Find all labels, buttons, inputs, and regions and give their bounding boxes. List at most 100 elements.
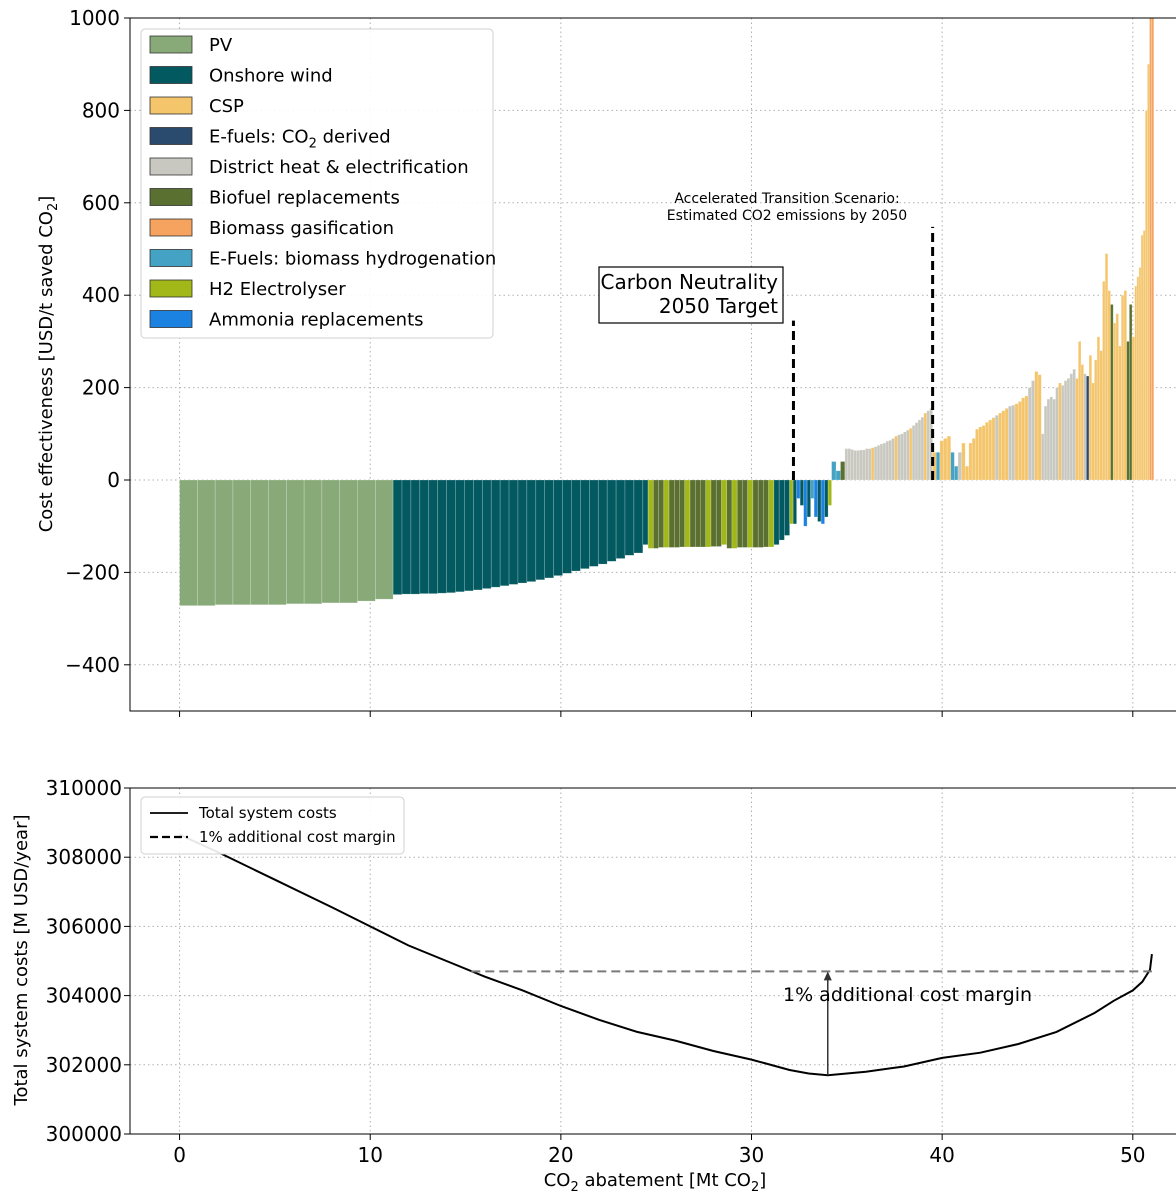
cost-bar — [303, 479, 323, 605]
cost-bar — [911, 425, 916, 481]
cost-bar — [1001, 410, 1006, 481]
cost-bar — [868, 448, 872, 481]
cost-bar — [490, 479, 501, 588]
cost-bar — [1091, 382, 1095, 481]
cost-bar — [1107, 290, 1111, 481]
bottom-x-ticks: 0 10 20 30 40 50 — [173, 1134, 1146, 1167]
margin-annotation-label: 1% additional cost margin — [783, 984, 1032, 1006]
bottom-y-tick-label: 310000 — [46, 776, 122, 800]
legend-label: CSP — [209, 96, 244, 117]
cost-bar — [1131, 336, 1136, 481]
cost-bar — [903, 431, 907, 481]
cost-bar — [571, 479, 581, 572]
cost-bar — [789, 479, 794, 525]
cost-bar — [975, 428, 980, 481]
cost-bar — [1147, 63, 1150, 481]
cost-bar — [615, 479, 626, 559]
cost-bar — [689, 479, 696, 548]
cost-bar — [803, 479, 808, 527]
cost-bar — [679, 479, 686, 548]
cost-bar — [1040, 433, 1045, 481]
cost-bar — [658, 479, 665, 548]
cost-bar — [897, 434, 901, 481]
accelerated-transition-label-1: Accelerated Transition Scenario: — [674, 191, 899, 207]
bottom-x-tick-label: 20 — [548, 1143, 573, 1167]
legend-label: PV — [209, 35, 233, 56]
cost-bar — [1049, 396, 1054, 481]
carbon-neutrality-label-1: Carbon Neutrality — [601, 270, 779, 294]
cost-bar — [455, 479, 465, 593]
cost-bar — [1061, 384, 1065, 481]
cost-bar — [757, 479, 764, 548]
legend-swatch — [149, 279, 193, 298]
legend-swatch — [149, 35, 193, 54]
cost-bar — [810, 479, 815, 499]
cost-bar — [544, 479, 554, 579]
cost-bar — [1014, 403, 1019, 481]
cost-bar — [752, 479, 759, 548]
cost-bar — [374, 479, 394, 600]
cost-bar — [736, 479, 743, 548]
cost-bar — [392, 479, 403, 595]
cost-bar — [731, 479, 738, 549]
cost-bar — [1004, 408, 1009, 481]
bottom-legend-frame — [140, 796, 405, 855]
cost-bar — [835, 470, 841, 481]
cost-bar — [894, 435, 898, 481]
cost-bar — [419, 479, 430, 594]
cost-bar — [410, 479, 421, 595]
cost-bar — [981, 425, 986, 481]
cost-bar — [464, 479, 474, 592]
cost-bar — [589, 479, 599, 567]
cost-bar — [580, 479, 590, 570]
cost-bar — [817, 479, 822, 522]
cost-bar — [824, 479, 829, 518]
cost-bar — [900, 433, 904, 481]
cost-bar — [994, 415, 999, 481]
cost-bar — [1134, 285, 1138, 481]
cost-bar — [1126, 341, 1130, 481]
legend-label: District heat & electrification — [209, 157, 469, 178]
cost-bar — [873, 446, 878, 481]
cost-bar — [820, 479, 825, 525]
top-y-tick-label: 400 — [82, 283, 120, 307]
top-legend: PV Onshore wind CSP E-fuels: CO2 derived Dis… — [140, 28, 496, 339]
cost-bar — [840, 461, 846, 481]
bottom-y-tick-label: 300000 — [46, 1122, 122, 1146]
cost-bar — [856, 450, 860, 481]
cost-bar — [747, 479, 754, 548]
top-axes-frame — [129, 17, 1176, 712]
bottom-x-tick-label: 50 — [1120, 1143, 1145, 1167]
cost-bar — [624, 479, 635, 556]
cost-bar — [1151, 17, 1155, 481]
legend-swatch — [149, 157, 193, 176]
cost-bar — [1017, 401, 1022, 481]
top-y-ticks: 1000 800 600 400 200 0 −200 −400 — [65, 6, 130, 677]
cost-bar — [1115, 313, 1119, 481]
cost-bar — [1024, 395, 1029, 481]
cost-bar — [978, 426, 983, 481]
cost-bar — [763, 479, 769, 548]
cost-bar — [1083, 373, 1087, 481]
cost-bar — [862, 449, 866, 481]
accelerated-transition-annotation: Accelerated Transition Scenario: Estimat… — [667, 191, 935, 480]
cost-bar — [926, 410, 931, 481]
cost-bar — [446, 479, 456, 594]
cost-bar — [535, 479, 546, 581]
bottom-y-tick-label: 306000 — [46, 914, 122, 938]
cost-bar — [844, 448, 849, 481]
cost-bar — [773, 479, 780, 545]
cost-bar — [517, 479, 528, 584]
cost-bar — [917, 419, 922, 481]
cost-bar — [647, 479, 654, 549]
cost-bar — [768, 479, 775, 548]
cost-bar — [401, 479, 412, 595]
legend-label: H2 Electrolyser — [209, 279, 346, 300]
cost-bar — [653, 479, 659, 549]
cost-bar — [1136, 276, 1140, 481]
cost-bar — [606, 479, 617, 562]
cost-bar — [508, 479, 519, 585]
cost-bar — [250, 479, 269, 606]
bottom-y-axis-label: Total system costs [M USD/year] — [11, 815, 32, 1107]
cost-bar — [876, 445, 881, 481]
